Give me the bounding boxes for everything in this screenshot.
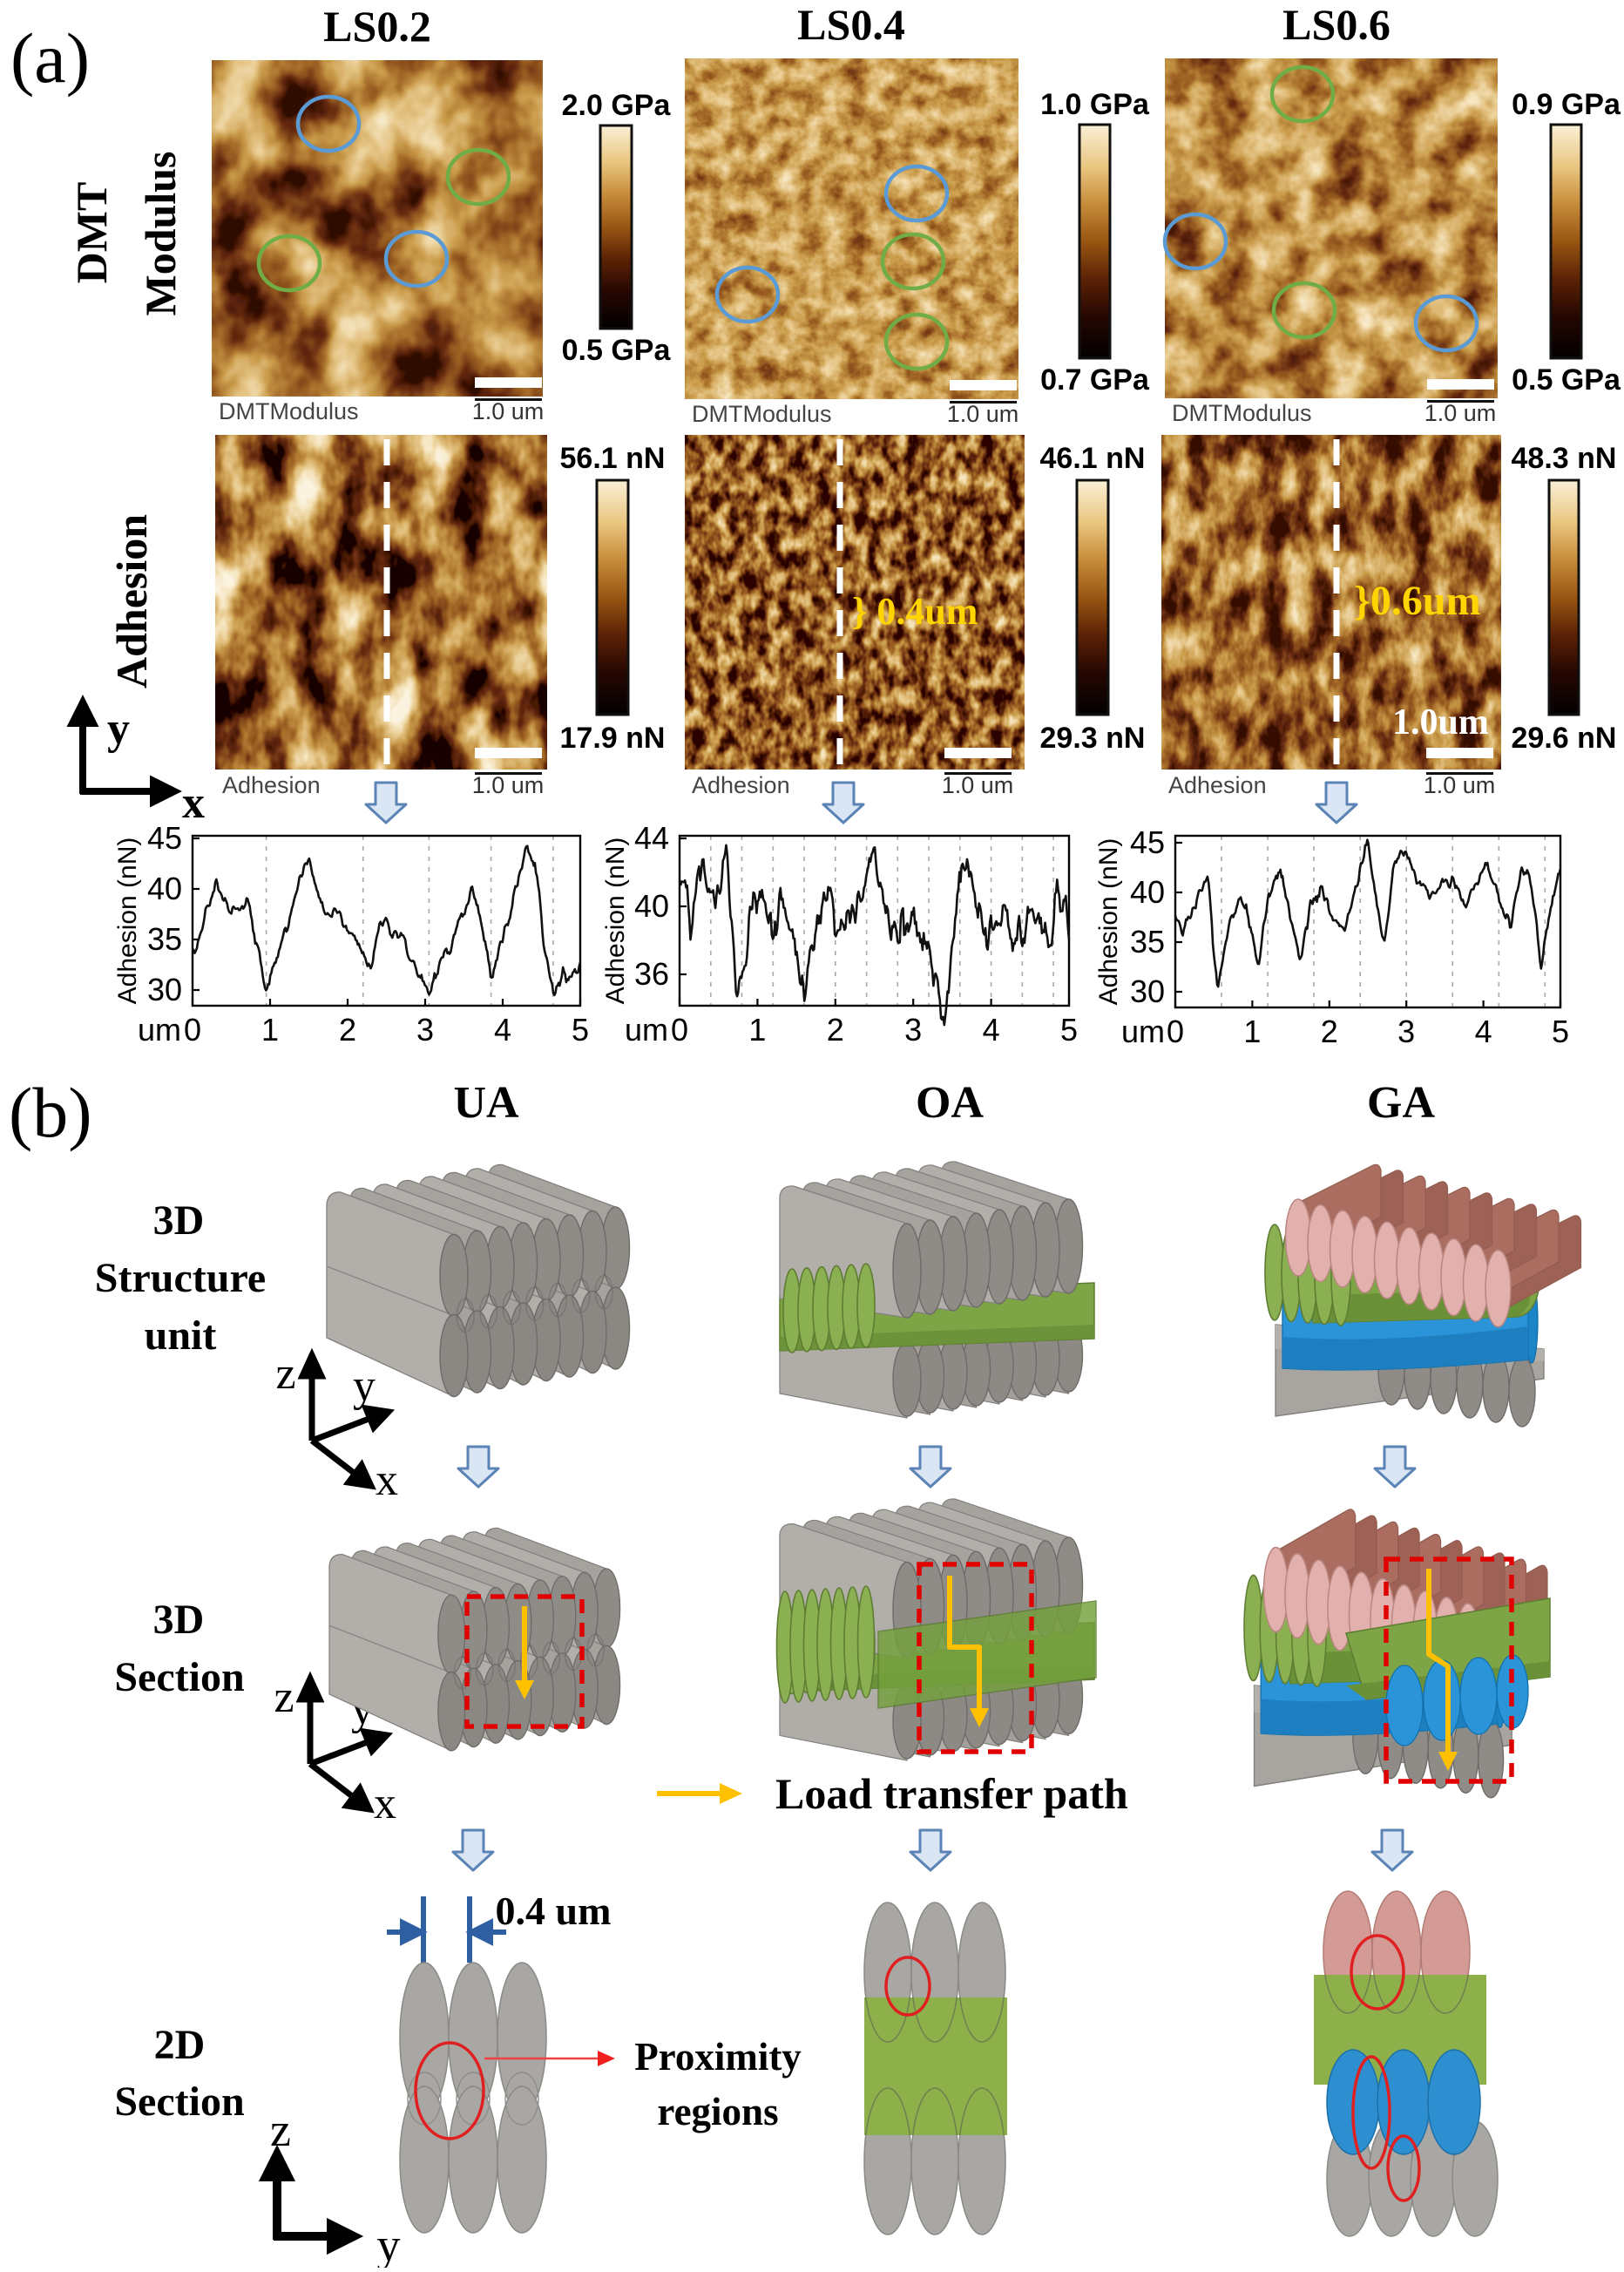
svg-text:Modulus: Modulus xyxy=(136,152,185,316)
svg-text:z: z xyxy=(275,1349,295,1399)
svg-text:1: 1 xyxy=(1243,1014,1261,1049)
svg-text:1.0 um: 1.0 um xyxy=(472,398,545,424)
svg-text:3D: 3D xyxy=(153,1597,205,1643)
svg-text:0.4 um: 0.4 um xyxy=(496,1889,612,1933)
svg-text:4: 4 xyxy=(983,1012,1000,1048)
svg-text:0: 0 xyxy=(1167,1014,1184,1049)
svg-text:y: y xyxy=(107,704,130,754)
svg-text:UA: UA xyxy=(453,1078,519,1128)
svg-text:Adhesion (nN): Adhesion (nN) xyxy=(113,838,142,1005)
svg-text:2.0 GPa: 2.0 GPa xyxy=(562,89,672,122)
svg-text:5: 5 xyxy=(1552,1014,1569,1049)
svg-text:46.1 nN: 46.1 nN xyxy=(1040,442,1146,475)
svg-text:40: 40 xyxy=(147,871,182,906)
svg-text:Adhesion: Adhesion xyxy=(222,772,321,798)
svg-text:44: 44 xyxy=(634,820,669,856)
svg-text:DMTModulus: DMTModulus xyxy=(1172,400,1312,426)
svg-text:3: 3 xyxy=(904,1012,922,1048)
svg-text:1: 1 xyxy=(748,1012,766,1048)
svg-text:x: x xyxy=(374,1779,396,1828)
svg-text:Adhesion: Adhesion xyxy=(107,514,156,688)
svg-text:1.0 GPa: 1.0 GPa xyxy=(1040,88,1150,121)
svg-text:DMTModulus: DMTModulus xyxy=(692,401,832,427)
svg-text:0.9 GPa: 0.9 GPa xyxy=(1512,88,1621,121)
svg-text:2: 2 xyxy=(827,1012,844,1048)
svg-text:40: 40 xyxy=(1130,874,1165,910)
svg-text:(a): (a) xyxy=(10,18,90,98)
svg-text:30: 30 xyxy=(1130,973,1165,1009)
svg-text:45: 45 xyxy=(147,820,182,856)
svg-text:4: 4 xyxy=(1475,1014,1492,1049)
svg-text:LS0.6: LS0.6 xyxy=(1282,0,1391,49)
svg-text:3: 3 xyxy=(416,1012,434,1048)
svg-text:2D: 2D xyxy=(154,2022,206,2068)
svg-text:1.0um: 1.0um xyxy=(1392,702,1489,743)
svg-text:x: x xyxy=(376,1455,398,1505)
svg-text:(b): (b) xyxy=(9,1073,92,1152)
svg-text:Adhesion (nN): Adhesion (nN) xyxy=(1094,838,1123,1006)
svg-text:5: 5 xyxy=(572,1012,589,1048)
svg-text:56.1 nN: 56.1 nN xyxy=(560,442,666,475)
svg-text:36: 36 xyxy=(634,956,669,992)
svg-text:29.6 nN: 29.6 nN xyxy=(1512,722,1617,755)
svg-text:x: x xyxy=(182,778,205,828)
svg-text:Section: Section xyxy=(114,2079,244,2125)
svg-text:OA: OA xyxy=(916,1078,984,1128)
svg-text:Adhesion: Adhesion xyxy=(692,772,790,798)
svg-text:Proximity: Proximity xyxy=(634,2035,802,2079)
svg-text:0: 0 xyxy=(671,1012,688,1048)
svg-text:Load transfer path: Load transfer path xyxy=(775,1769,1128,1818)
svg-text:48.3 nN: 48.3 nN xyxy=(1512,442,1617,475)
svg-text:30: 30 xyxy=(147,972,182,1007)
svg-text:35: 35 xyxy=(1130,924,1165,960)
svg-text:um: um xyxy=(138,1012,181,1048)
svg-text:0: 0 xyxy=(184,1012,201,1048)
svg-text:unit: unit xyxy=(145,1312,217,1359)
svg-text:DMTModulus: DMTModulus xyxy=(219,398,359,424)
svg-text:DMT: DMT xyxy=(67,182,116,284)
svg-text:3D: 3D xyxy=(153,1197,205,1244)
svg-text:2: 2 xyxy=(1321,1014,1338,1049)
svg-text:0.5 GPa: 0.5 GPa xyxy=(1512,363,1621,397)
svg-text:LS0.4: LS0.4 xyxy=(797,0,905,49)
svg-text:5: 5 xyxy=(1060,1012,1078,1048)
svg-text:3: 3 xyxy=(1397,1014,1415,1049)
svg-text:1.0 um: 1.0 um xyxy=(1424,772,1496,798)
svg-text:y: y xyxy=(353,1361,376,1411)
svg-text:LS0.2: LS0.2 xyxy=(323,2,431,51)
svg-text:0.5 GPa: 0.5 GPa xyxy=(562,334,672,367)
svg-text:1: 1 xyxy=(261,1012,279,1048)
svg-text:17.9 nN: 17.9 nN xyxy=(560,722,666,755)
svg-text:} 0.4um: } 0.4um xyxy=(852,590,978,633)
svg-text:Adhesion (nN): Adhesion (nN) xyxy=(601,838,630,1005)
svg-text:45: 45 xyxy=(1130,824,1165,860)
svg-text:um: um xyxy=(1121,1014,1165,1049)
svg-text:1.0 um: 1.0 um xyxy=(942,772,1014,798)
svg-text:Section: Section xyxy=(114,1654,244,1700)
svg-text:35: 35 xyxy=(147,921,182,957)
svg-text:z: z xyxy=(274,1672,294,1722)
svg-text:0.7 GPa: 0.7 GPa xyxy=(1040,363,1150,397)
svg-text:regions: regions xyxy=(657,2090,778,2133)
svg-text:GA: GA xyxy=(1367,1078,1435,1128)
svg-text:um: um xyxy=(625,1012,668,1048)
svg-text:}0.6um: }0.6um xyxy=(1354,578,1481,624)
svg-text:1.0 um: 1.0 um xyxy=(1424,400,1497,426)
svg-text:Adhesion: Adhesion xyxy=(1168,772,1267,798)
svg-text:1.0 um: 1.0 um xyxy=(472,772,545,798)
svg-text:y: y xyxy=(377,2219,401,2268)
svg-text:z: z xyxy=(270,2104,291,2156)
svg-text:2: 2 xyxy=(339,1012,356,1048)
svg-text:40: 40 xyxy=(634,888,669,924)
svg-text:1.0 um: 1.0 um xyxy=(947,401,1019,427)
svg-text:4: 4 xyxy=(494,1012,511,1048)
svg-text:29.3 nN: 29.3 nN xyxy=(1040,722,1146,755)
svg-text:Structure: Structure xyxy=(95,1255,266,1301)
